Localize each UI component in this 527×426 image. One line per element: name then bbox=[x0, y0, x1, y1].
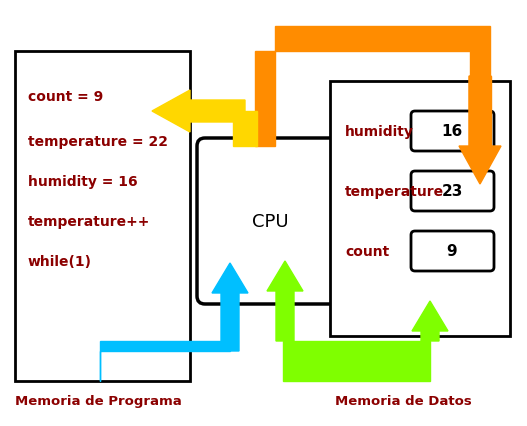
FancyArrow shape bbox=[412, 301, 448, 341]
FancyBboxPatch shape bbox=[411, 172, 494, 211]
Text: count = 9: count = 9 bbox=[28, 90, 103, 104]
FancyArrow shape bbox=[267, 262, 303, 341]
Text: Memoria de Programa: Memoria de Programa bbox=[15, 394, 182, 408]
FancyBboxPatch shape bbox=[330, 82, 510, 336]
Text: Memoria de Datos: Memoria de Datos bbox=[335, 394, 472, 408]
FancyArrow shape bbox=[212, 263, 248, 351]
Text: temperature: temperature bbox=[345, 184, 444, 199]
Text: humidity: humidity bbox=[345, 125, 414, 139]
Text: 23: 23 bbox=[441, 184, 463, 199]
Polygon shape bbox=[469, 77, 491, 147]
FancyBboxPatch shape bbox=[15, 52, 190, 381]
FancyBboxPatch shape bbox=[197, 139, 343, 304]
FancyArrow shape bbox=[152, 91, 245, 132]
Polygon shape bbox=[100, 341, 230, 381]
FancyBboxPatch shape bbox=[411, 231, 494, 271]
Text: CPU: CPU bbox=[252, 213, 288, 230]
FancyArrow shape bbox=[459, 77, 501, 184]
Polygon shape bbox=[283, 341, 430, 381]
FancyBboxPatch shape bbox=[411, 112, 494, 152]
Polygon shape bbox=[233, 112, 257, 147]
Text: temperature = 22: temperature = 22 bbox=[28, 135, 168, 149]
Text: temperature++: temperature++ bbox=[28, 215, 150, 228]
Text: count: count bbox=[345, 245, 389, 259]
Text: 16: 16 bbox=[442, 124, 463, 139]
Text: 9: 9 bbox=[447, 244, 457, 259]
Polygon shape bbox=[255, 27, 490, 147]
Text: while(1): while(1) bbox=[28, 254, 92, 268]
Text: humidity = 16: humidity = 16 bbox=[28, 175, 138, 189]
